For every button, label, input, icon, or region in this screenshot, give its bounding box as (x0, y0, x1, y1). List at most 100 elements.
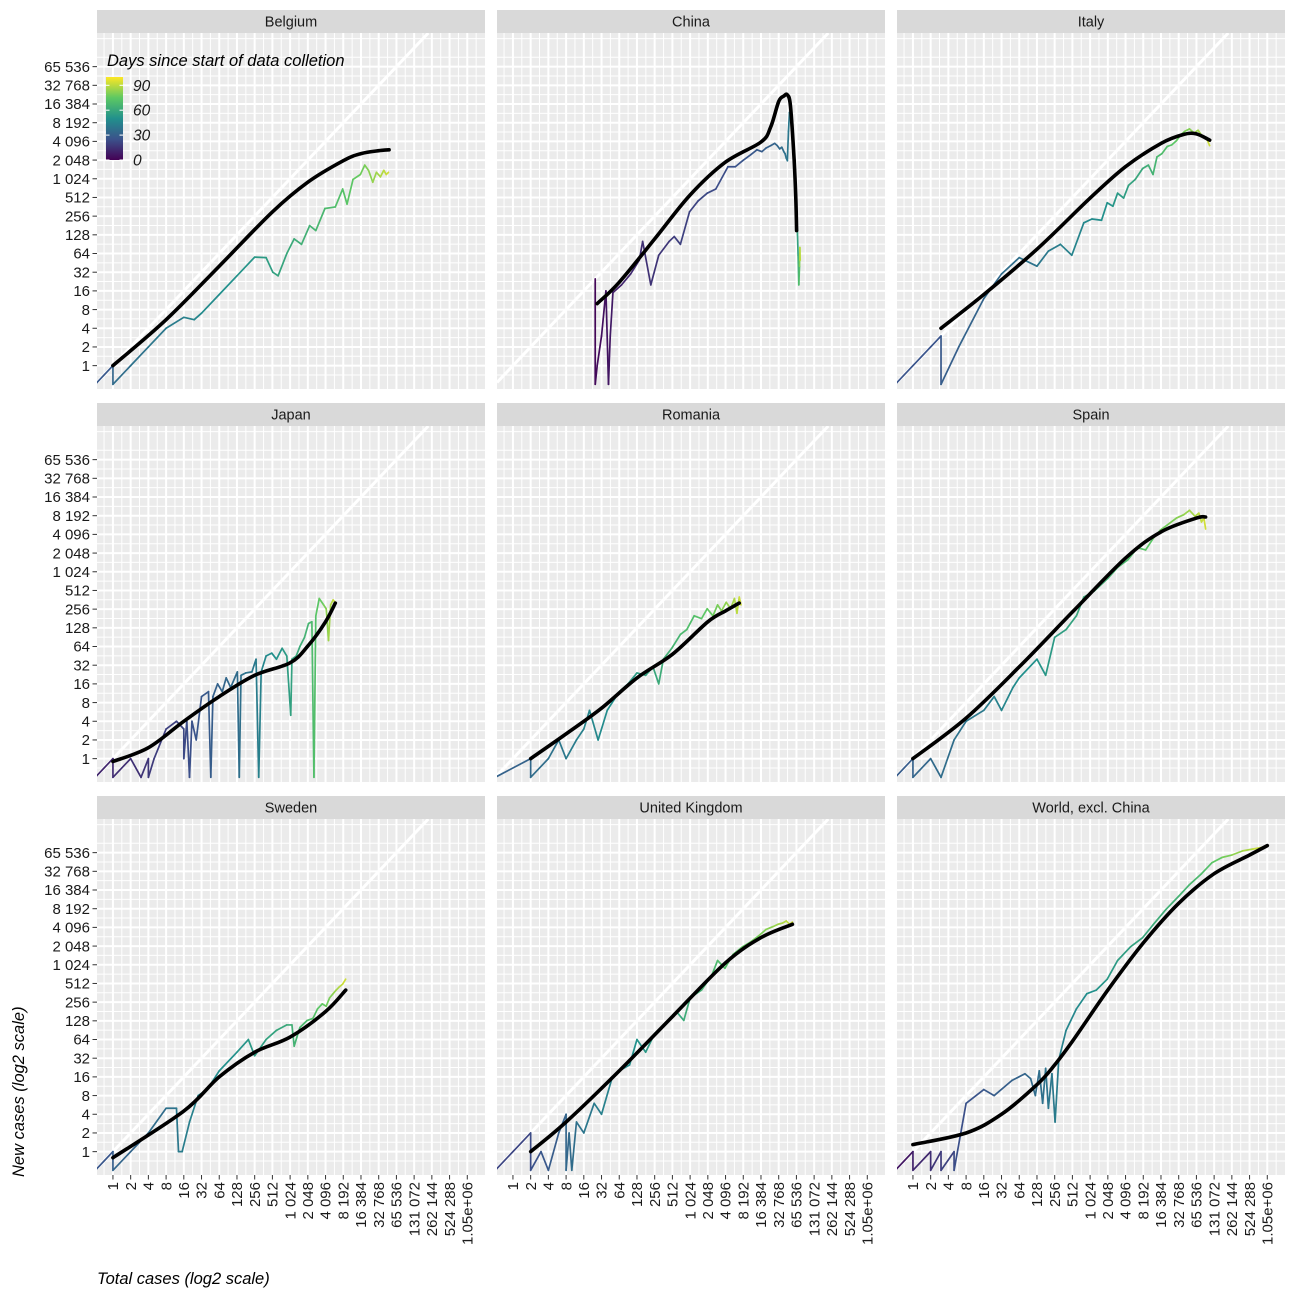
data-segment (212, 683, 219, 698)
data-segment (582, 1102, 596, 1134)
data-segment (346, 178, 354, 205)
x-tick-label: 2 (923, 1182, 940, 1190)
data-segment (797, 265, 801, 286)
x-tick-label: 16 (176, 1182, 193, 1199)
x-tick-label: 256 (1047, 1182, 1064, 1207)
facet-panel: Italy (897, 10, 1285, 389)
x-tick-label: 4 096 (318, 1182, 335, 1220)
y-tick-label: 16 (73, 676, 90, 693)
facet-panel: World, excl. China (897, 796, 1285, 1175)
data-segment (1047, 243, 1062, 252)
data-segment (609, 291, 614, 337)
data-segment (359, 164, 366, 176)
data-segment (1122, 184, 1130, 199)
data-segment (325, 997, 331, 1008)
data-segment (341, 188, 348, 205)
y-tick-label: 2 (82, 339, 90, 356)
data-segment (1075, 992, 1088, 1010)
reference-line-y-equals-x (97, 426, 430, 777)
data-segment (1144, 537, 1154, 551)
y-tick-label: 512 (65, 976, 90, 993)
x-tick-label: 32 (194, 1182, 211, 1199)
y-tick-label: 16 384 (44, 882, 90, 899)
legend-break-label: 30 (133, 128, 151, 145)
y-tick-label: 2 048 (52, 152, 90, 169)
data-segment (265, 256, 274, 274)
legend-title: Days since start of data colletion (107, 52, 345, 70)
data-segment (140, 757, 150, 779)
data-segment (314, 597, 321, 617)
x-tick-label: 4 096 (718, 1182, 735, 1220)
x-tick-label: 8 192 (1136, 1182, 1153, 1220)
data-segment (147, 327, 167, 348)
x-tick-label: 2 048 (300, 1182, 317, 1220)
data-segment (188, 720, 193, 779)
data-segment (363, 164, 370, 172)
data-segment (765, 925, 774, 931)
data-segment (612, 284, 623, 294)
data-segment (1200, 861, 1213, 875)
y-tick-label: 1 (82, 358, 90, 375)
data-segment (716, 604, 723, 612)
data-segment (636, 1038, 647, 1054)
x-tick-label: 524 288 (1242, 1182, 1259, 1236)
y-tick-label: 2 048 (52, 938, 90, 955)
facet-panel: United Kingdom (497, 796, 885, 1175)
series-new-cases (897, 128, 1211, 386)
data-segment (982, 695, 996, 712)
y-tick-label: 4 096 (52, 920, 90, 937)
y-tick-label: 1 (82, 751, 90, 768)
facet-strip (97, 796, 485, 819)
y-tick-label: 8 (82, 695, 90, 712)
facet-strip (497, 403, 885, 426)
data-segment (1134, 167, 1144, 181)
x-tick-label: 128 (1029, 1182, 1046, 1207)
data-segment (1059, 243, 1073, 257)
data-segment (1053, 628, 1067, 639)
x-tick-label: 1.05e+06 (1260, 1182, 1277, 1245)
data-segment (371, 171, 378, 184)
x-tick-label: 64 (1011, 1182, 1028, 1199)
reference-line-y-equals-x (497, 819, 830, 1170)
x-tick-label: 1 (505, 1182, 522, 1190)
facet-strip-label: Italy (1078, 15, 1105, 31)
x-tick-label: 8 (958, 1182, 975, 1190)
gridlines (97, 33, 485, 389)
x-tick-label: 16 (976, 1182, 993, 1199)
y-tick-label: 4 096 (52, 527, 90, 544)
reference-line-y-equals-x (97, 33, 430, 384)
data-segment (129, 757, 142, 779)
x-tick-label: 16 384 (753, 1182, 770, 1228)
data-segment (912, 1150, 932, 1172)
x-tick-label: 131 072 (1206, 1182, 1223, 1236)
facet-strip (497, 10, 885, 33)
data-segment (281, 647, 288, 657)
y-tick-label: 32 (73, 1050, 90, 1067)
gridlines (497, 819, 885, 1175)
facet-strip (97, 403, 485, 426)
y-tick-label: 1 024 (52, 171, 90, 188)
data-segment (1000, 256, 1021, 275)
facet-strip-label: Belgium (265, 15, 317, 31)
y-tick-label: 512 (65, 190, 90, 207)
data-segment (1024, 1072, 1032, 1080)
data-segment (270, 652, 278, 661)
x-tick-label: 64 (611, 1182, 628, 1199)
facet-strip-label: China (672, 15, 711, 31)
color-legend: Days since start of data colletion 0 30 60… (106, 52, 345, 170)
data-segment (300, 224, 311, 246)
data-segment (1054, 1059, 1060, 1123)
data-segment (1116, 192, 1125, 199)
data-segment (1057, 1029, 1067, 1061)
data-segment (693, 614, 703, 620)
data-segment (657, 240, 670, 257)
data-segment (271, 271, 279, 277)
data-segment (1203, 517, 1207, 530)
fit-curve (528, 922, 795, 1154)
data-segment (97, 1150, 114, 1170)
data-segment (1018, 658, 1038, 679)
y-tick-label: 4 (82, 320, 90, 337)
x-tick-label: 262 144 (424, 1182, 441, 1236)
data-segment (679, 211, 691, 246)
y-tick-label: 32 768 (44, 864, 90, 881)
